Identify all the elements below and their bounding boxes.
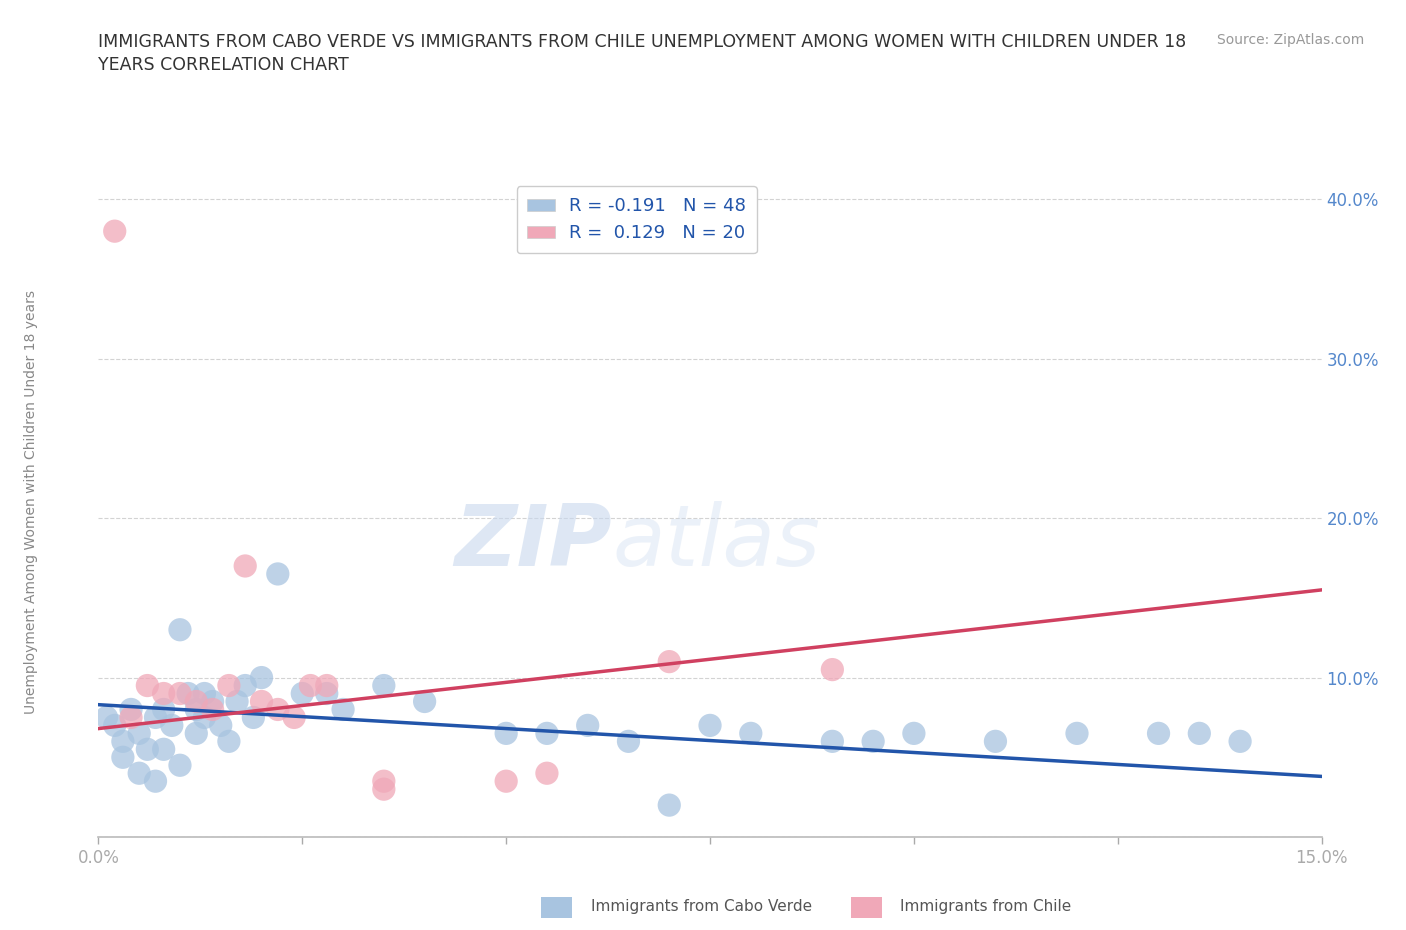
Point [160, 718, 183, 733]
Point [120, 702, 142, 717]
Point [283, 710, 305, 724]
Text: Immigrants from Chile: Immigrants from Chile [900, 899, 1071, 914]
Point [699, 718, 721, 733]
Point [226, 694, 249, 709]
Point [495, 726, 517, 741]
Point [536, 726, 558, 741]
Point [218, 734, 240, 749]
Point [315, 678, 337, 693]
Legend: R = -0.191   N = 48, R =  0.129   N = 20: R = -0.191 N = 48, R = 0.129 N = 20 [516, 187, 756, 253]
Point [373, 782, 395, 797]
Point [152, 686, 174, 701]
Point [104, 224, 127, 239]
Point [111, 734, 134, 749]
Point [1188, 726, 1211, 741]
Point [1229, 734, 1251, 749]
Point [821, 662, 844, 677]
Point [903, 726, 925, 741]
Text: Unemployment Among Women with Children Under 18 years: Unemployment Among Women with Children U… [24, 290, 38, 714]
Point [169, 622, 191, 637]
Text: Source: ZipAtlas.com: Source: ZipAtlas.com [1216, 33, 1364, 46]
Point [201, 702, 224, 717]
Point [152, 702, 174, 717]
Point [152, 742, 174, 757]
Point [413, 694, 436, 709]
Point [128, 765, 150, 780]
Point [291, 686, 314, 701]
Text: ZIP: ZIP [454, 501, 612, 584]
Point [250, 671, 273, 685]
Point [658, 654, 681, 669]
Point [233, 559, 256, 574]
Point [193, 710, 215, 724]
Point [299, 678, 322, 693]
Point [315, 686, 337, 701]
Point [169, 686, 191, 701]
Point [218, 678, 240, 693]
Point [658, 798, 681, 813]
Point [177, 686, 200, 701]
Point [186, 694, 208, 709]
Point [267, 702, 290, 717]
Point [576, 718, 599, 733]
Point [104, 718, 127, 733]
Point [186, 726, 208, 741]
Point [1147, 726, 1170, 741]
Point [120, 710, 142, 724]
Point [136, 678, 159, 693]
Point [250, 694, 273, 709]
Point [740, 726, 762, 741]
Text: Immigrants from Cabo Verde: Immigrants from Cabo Verde [591, 899, 811, 914]
Point [267, 566, 290, 581]
Point [1066, 726, 1088, 741]
Point [128, 726, 150, 741]
Point [821, 734, 844, 749]
Point [193, 686, 215, 701]
Text: atlas: atlas [612, 501, 820, 584]
Point [169, 758, 191, 773]
Point [186, 702, 208, 717]
Point [242, 710, 264, 724]
Point [536, 765, 558, 780]
Point [136, 742, 159, 757]
Point [373, 774, 395, 789]
Point [111, 750, 134, 764]
Point [984, 734, 1007, 749]
Point [617, 734, 640, 749]
Text: IMMIGRANTS FROM CABO VERDE VS IMMIGRANTS FROM CHILE UNEMPLOYMENT AMONG WOMEN WIT: IMMIGRANTS FROM CABO VERDE VS IMMIGRANTS… [98, 33, 1187, 74]
Point [145, 774, 167, 789]
Point [495, 774, 517, 789]
Point [862, 734, 884, 749]
Point [209, 718, 232, 733]
Point [332, 702, 354, 717]
Point [96, 710, 118, 724]
Point [201, 694, 224, 709]
Point [233, 678, 256, 693]
Point [145, 710, 167, 724]
Point [373, 678, 395, 693]
